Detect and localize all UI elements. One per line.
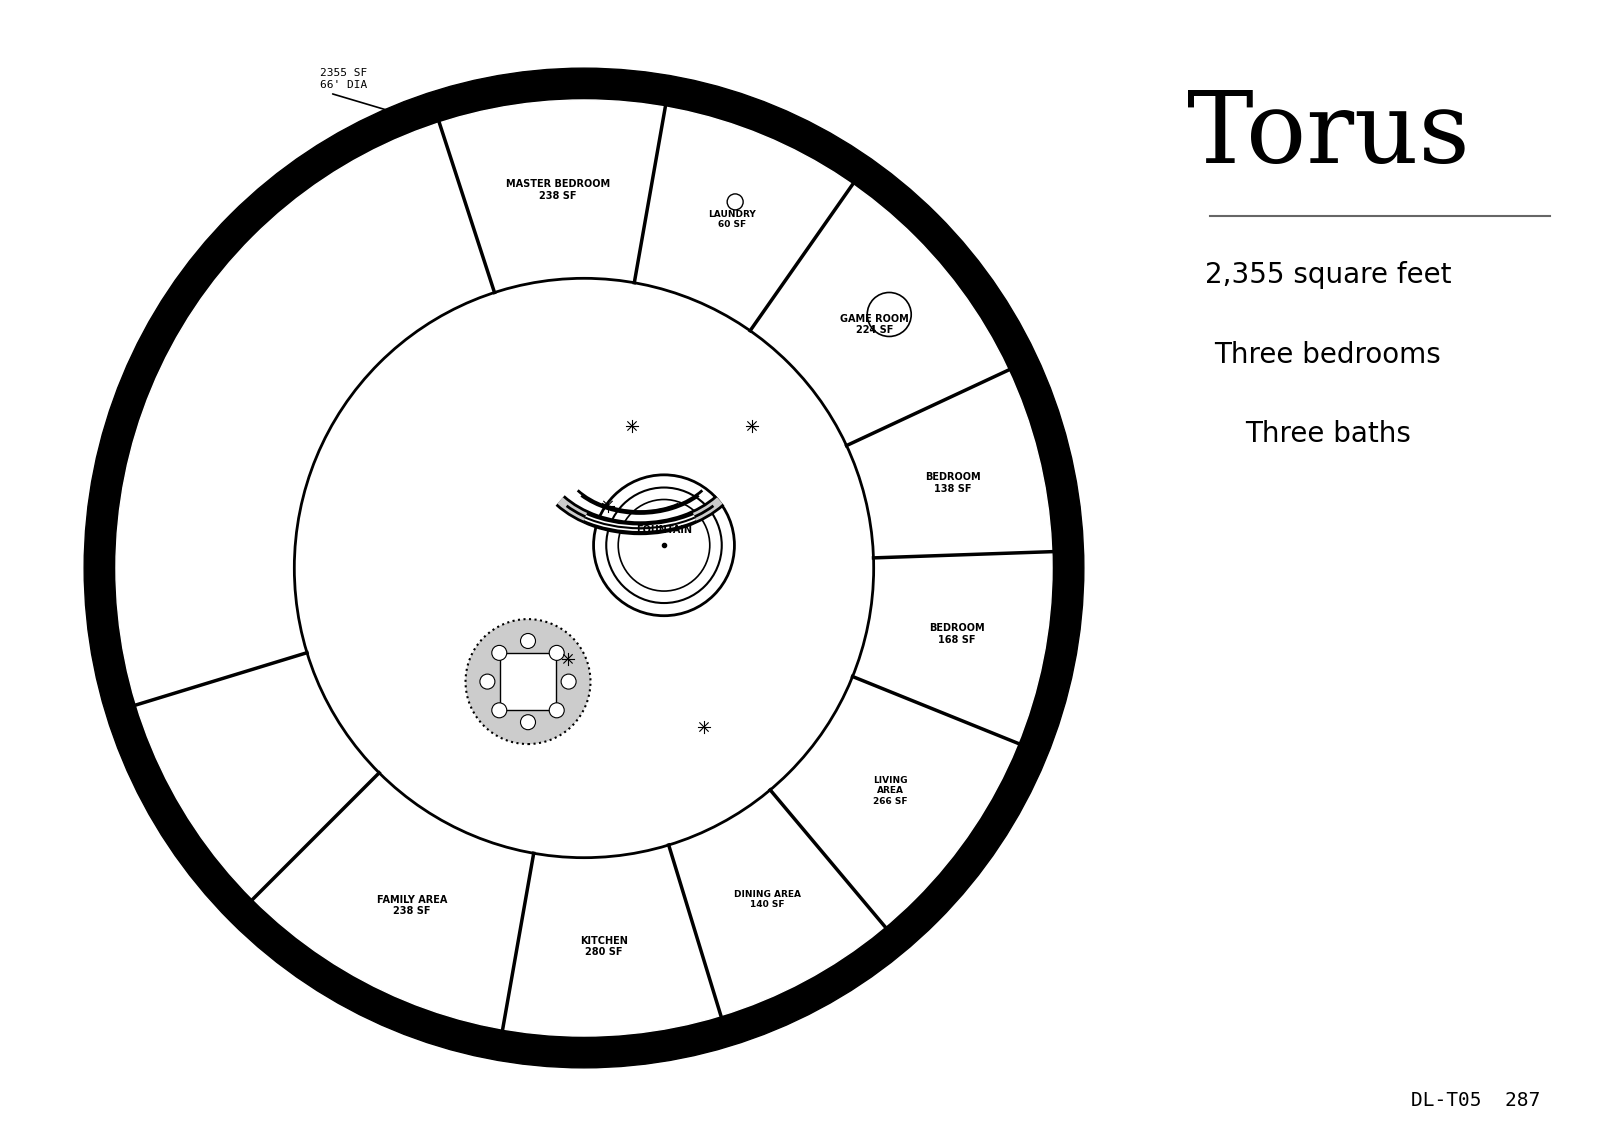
Circle shape <box>562 674 576 690</box>
Circle shape <box>85 68 1083 1068</box>
Bar <box>499 653 557 710</box>
Text: 2,355 square feet: 2,355 square feet <box>1205 261 1451 290</box>
Circle shape <box>520 715 536 729</box>
Circle shape <box>491 645 507 660</box>
Bar <box>541 123 595 137</box>
Bar <box>718 195 747 224</box>
Circle shape <box>549 703 565 718</box>
Bar <box>589 837 611 918</box>
Circle shape <box>466 619 590 744</box>
Circle shape <box>549 645 565 660</box>
Text: BEDROOM
138 SF: BEDROOM 138 SF <box>925 471 981 493</box>
Text: 2355 SF
66' DIA: 2355 SF 66' DIA <box>320 68 368 90</box>
Text: Three bedrooms: Three bedrooms <box>1214 341 1442 369</box>
Bar <box>381 874 422 928</box>
Circle shape <box>480 674 494 690</box>
Text: FAMILY AREA
238 SF: FAMILY AREA 238 SF <box>378 895 446 917</box>
Text: BEDROOM
168 SF: BEDROOM 168 SF <box>930 623 986 644</box>
Circle shape <box>520 634 536 649</box>
Text: Three baths: Three baths <box>1245 420 1411 449</box>
Bar <box>859 763 922 818</box>
Bar <box>541 123 595 187</box>
Text: GAME ROOM
224 SF: GAME ROOM 224 SF <box>840 314 909 335</box>
Text: Torus: Torus <box>1187 89 1469 184</box>
Bar <box>941 421 997 485</box>
Circle shape <box>491 703 507 718</box>
Bar <box>941 603 994 665</box>
Circle shape <box>115 100 1053 1036</box>
Text: FOUNTAIN: FOUNTAIN <box>637 525 691 535</box>
Bar <box>888 779 923 818</box>
Text: DL-T05  287: DL-T05 287 <box>1411 1092 1539 1111</box>
Circle shape <box>294 278 874 858</box>
Text: MASTER BEDROOM
238 SF: MASTER BEDROOM 238 SF <box>506 179 610 201</box>
Text: LIVING
AREA
266 SF: LIVING AREA 266 SF <box>874 776 907 805</box>
Text: LAUNDRY
60 SF: LAUNDRY 60 SF <box>709 209 755 229</box>
Text: KITCHEN
280 SF: KITCHEN 280 SF <box>579 936 627 958</box>
Text: DINING AREA
140 SF: DINING AREA 140 SF <box>734 889 802 909</box>
